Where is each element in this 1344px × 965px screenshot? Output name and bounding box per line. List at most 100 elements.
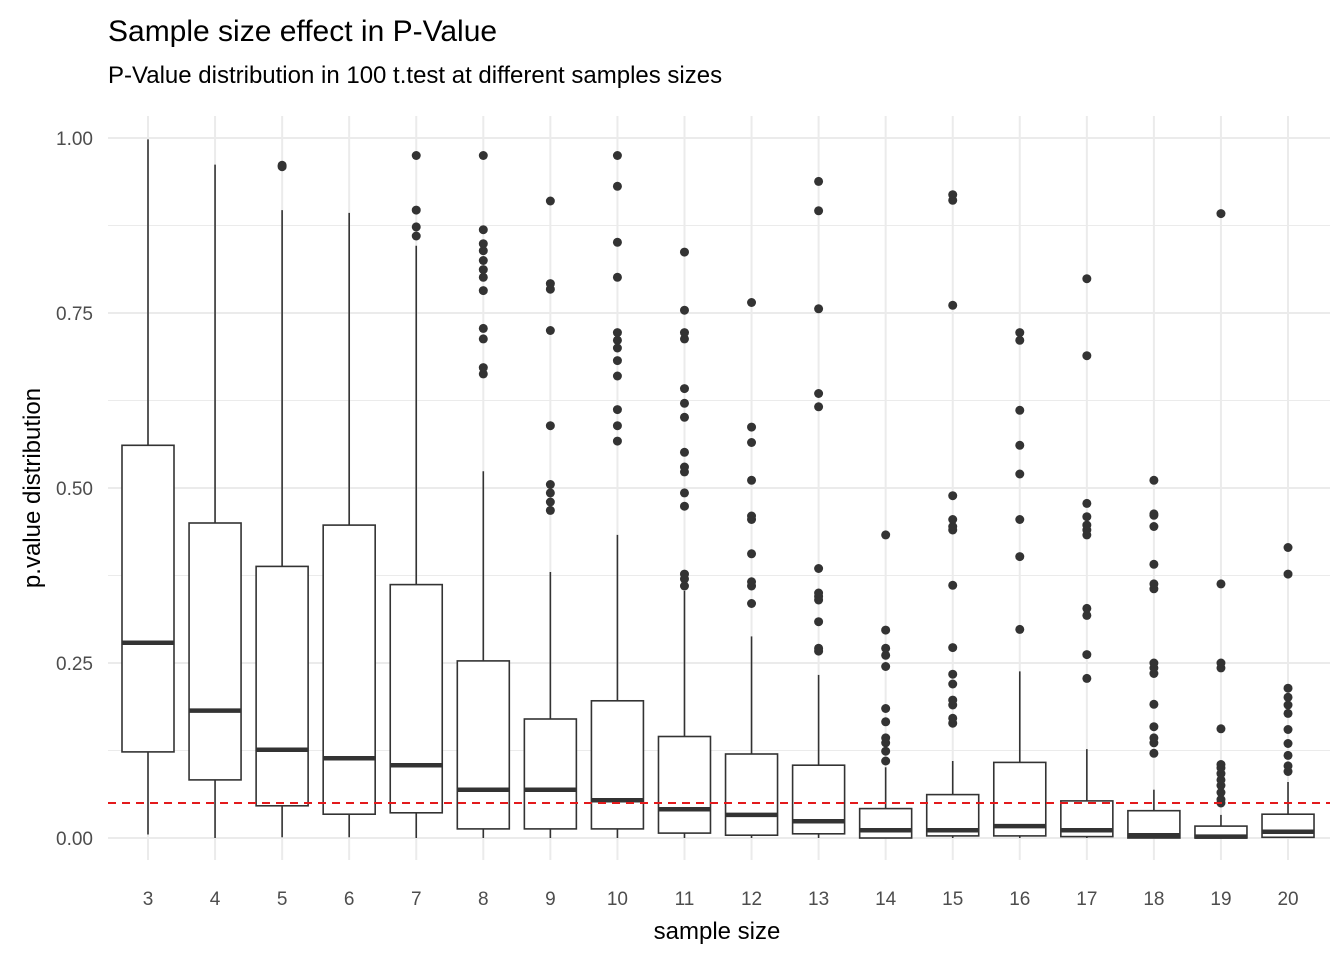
outlier-point <box>679 488 689 498</box>
y-tick-label: 1.00 <box>56 129 93 150</box>
outlier-point <box>1082 274 1092 284</box>
outlier-point <box>679 581 689 591</box>
outlier-point <box>1015 328 1025 338</box>
outlier-point <box>1082 610 1092 620</box>
outlier-point <box>747 422 757 432</box>
x-tick-label: 16 <box>1009 889 1030 910</box>
outlier-point <box>881 662 891 671</box>
outlier-point <box>747 511 757 521</box>
x-tick-label: 9 <box>545 889 556 910</box>
outlier-point <box>679 398 689 408</box>
outlier-point <box>1015 440 1025 450</box>
outlier-point <box>1015 469 1025 479</box>
outlier-point <box>948 522 958 531</box>
x-tick-label: 17 <box>1076 889 1097 910</box>
outlier-point <box>411 151 421 160</box>
outlier-point <box>881 530 891 540</box>
outlier-point <box>1149 699 1159 709</box>
outlier-point <box>679 569 689 579</box>
outlier-point <box>948 713 958 723</box>
box <box>322 524 376 815</box>
box <box>724 753 779 836</box>
outlier-point <box>478 239 488 249</box>
outlier-point <box>679 305 689 315</box>
outlier-point <box>1283 700 1293 710</box>
outlier-point <box>1149 509 1159 519</box>
outlier-point <box>747 599 757 608</box>
outlier-point <box>1015 624 1025 634</box>
outlier-point <box>814 389 824 398</box>
box <box>456 660 511 830</box>
outlier-point <box>679 447 689 457</box>
box-group <box>590 151 645 838</box>
outlier-point <box>881 650 891 660</box>
outlier-point <box>545 196 555 206</box>
outlier-point <box>612 405 622 415</box>
outlier-point <box>1082 351 1092 361</box>
outlier-point <box>612 356 622 366</box>
outlier-point <box>545 421 555 431</box>
outlier-point <box>277 160 287 170</box>
outlier-point <box>679 501 689 511</box>
box-group <box>456 151 511 838</box>
outlier-point <box>478 323 488 333</box>
outlier-point <box>1015 335 1025 345</box>
outlier-point <box>1216 209 1226 219</box>
x-tick-label: 20 <box>1277 889 1298 910</box>
box-group <box>657 247 712 838</box>
outlier-point <box>1283 725 1293 734</box>
outlier-point <box>612 237 622 247</box>
outlier-point <box>612 181 622 191</box>
outlier-point <box>478 363 488 373</box>
outlier-point <box>948 190 958 200</box>
outlier-point <box>1216 724 1226 734</box>
box-group <box>1127 475 1181 839</box>
box <box>858 807 913 839</box>
outlier-point <box>814 564 824 573</box>
outlier-point <box>1082 498 1092 508</box>
outlier-point <box>881 717 891 727</box>
box-group <box>1261 543 1315 839</box>
x-tick-label: 7 <box>411 889 422 910</box>
outlier-point <box>881 704 891 713</box>
outlier-point <box>612 272 622 282</box>
box-group <box>322 212 376 838</box>
outlier-point <box>814 588 824 598</box>
box <box>255 565 309 807</box>
box-group <box>925 190 980 838</box>
box-group <box>992 328 1047 838</box>
outlier-point <box>545 480 555 489</box>
outlier-point <box>1283 708 1293 718</box>
y-tick-label: 0.75 <box>56 304 93 325</box>
outlier-point <box>612 343 622 353</box>
outlier-point <box>881 746 891 756</box>
outlier-point <box>1149 733 1159 743</box>
outlier-point <box>1082 603 1092 613</box>
x-tick-label: 11 <box>675 889 695 910</box>
x-tick-label: 6 <box>344 889 355 910</box>
outlier-point <box>478 256 488 265</box>
box <box>791 764 846 835</box>
y-axis-ticks: 0.00 0.25 0.50 0.75 1.00 <box>56 129 93 850</box>
outlier-point <box>747 549 757 559</box>
box <box>992 761 1047 837</box>
outlier-point <box>747 577 757 587</box>
x-tick-label: 15 <box>942 889 963 910</box>
outlier-point <box>881 643 891 653</box>
box <box>657 735 712 834</box>
outlier-point <box>814 176 824 186</box>
outlier-point <box>881 625 891 635</box>
outlier-point <box>478 225 488 235</box>
outlier-point <box>1283 543 1293 552</box>
outlier-point <box>1149 522 1159 531</box>
x-tick-label: 10 <box>607 889 628 910</box>
outlier-point <box>814 643 824 653</box>
outlier-point <box>478 369 488 379</box>
box-group <box>523 196 578 838</box>
outlier-point <box>1149 722 1159 732</box>
box <box>188 522 242 781</box>
outlier-point <box>814 206 824 216</box>
outlier-point <box>478 272 488 282</box>
